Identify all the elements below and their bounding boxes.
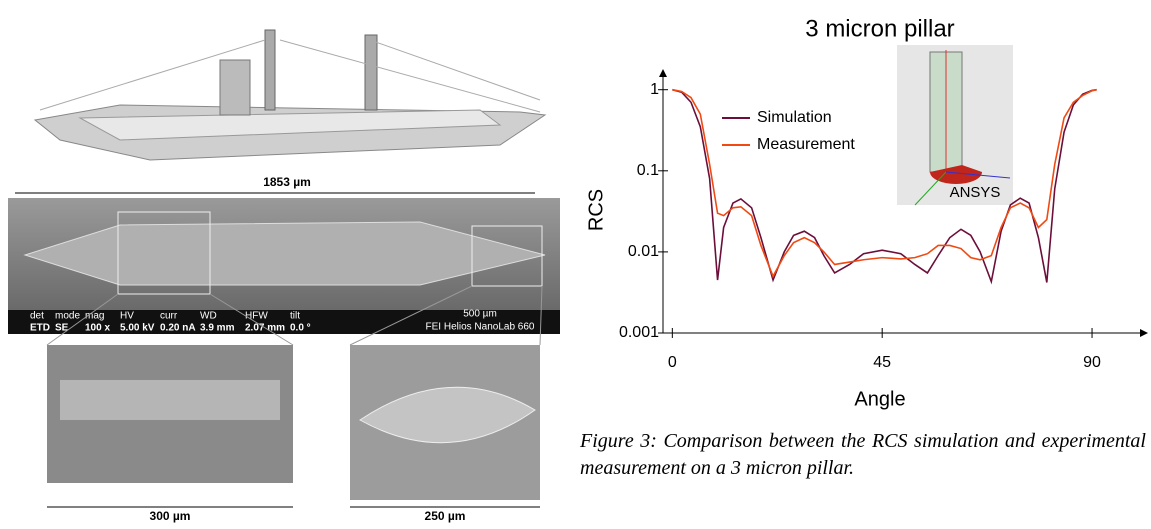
sem-value: 100 x <box>85 323 110 334</box>
sem-header: mode <box>55 311 80 322</box>
scale-label: 250 µm <box>425 509 466 523</box>
y-tick-label: 1 <box>650 81 659 98</box>
axis-arrow <box>1140 329 1148 337</box>
chart-title: 3 micron pillar <box>805 15 954 42</box>
x-tick-label: 90 <box>1083 354 1101 371</box>
y-tick-label: 0.1 <box>637 162 659 179</box>
series-line <box>672 88 1097 285</box>
axis-arrow <box>659 69 667 77</box>
sem-scale: 500 µm <box>463 309 497 320</box>
y-tick-label: 0.01 <box>628 243 659 260</box>
y-tick-label: 0.001 <box>619 324 659 341</box>
annotation: ANSYS <box>950 184 1001 201</box>
sem-header: tilt <box>290 311 300 322</box>
sem-value: 5.00 kV <box>120 323 155 334</box>
inset <box>897 45 1013 206</box>
sem-value: 0.20 nA <box>160 323 196 334</box>
sem-value: 0.0 ° <box>290 323 311 334</box>
ship-render <box>33 29 547 161</box>
sem-value: 3.9 mm <box>200 323 235 334</box>
scale-label: 1853 µm <box>263 175 311 189</box>
scale-label: 300 µm <box>150 509 191 523</box>
y-axis-label: RCS <box>585 189 607 231</box>
caption: Figure 3: Comparison between the RCS sim… <box>580 430 1146 479</box>
sem-header: HFW <box>245 311 268 322</box>
sem-databar <box>8 310 560 334</box>
sem-header: WD <box>200 311 217 322</box>
sem-value: ETD <box>30 323 50 334</box>
sem-header: curr <box>160 311 178 322</box>
sem-header: mag <box>85 311 104 322</box>
sem-header: det <box>30 311 44 322</box>
x-tick-label: 0 <box>668 354 677 371</box>
legend-label: Simulation <box>757 109 832 126</box>
series-line <box>672 88 1097 279</box>
x-axis-label: Angle <box>854 388 905 410</box>
legend-label: Measurement <box>757 136 855 153</box>
sem-value: SE <box>55 323 69 334</box>
sem-instrument: FEI Helios NanoLab 660 <box>426 322 535 333</box>
sem-header: HV <box>120 311 134 322</box>
x-tick-label: 45 <box>873 354 891 371</box>
